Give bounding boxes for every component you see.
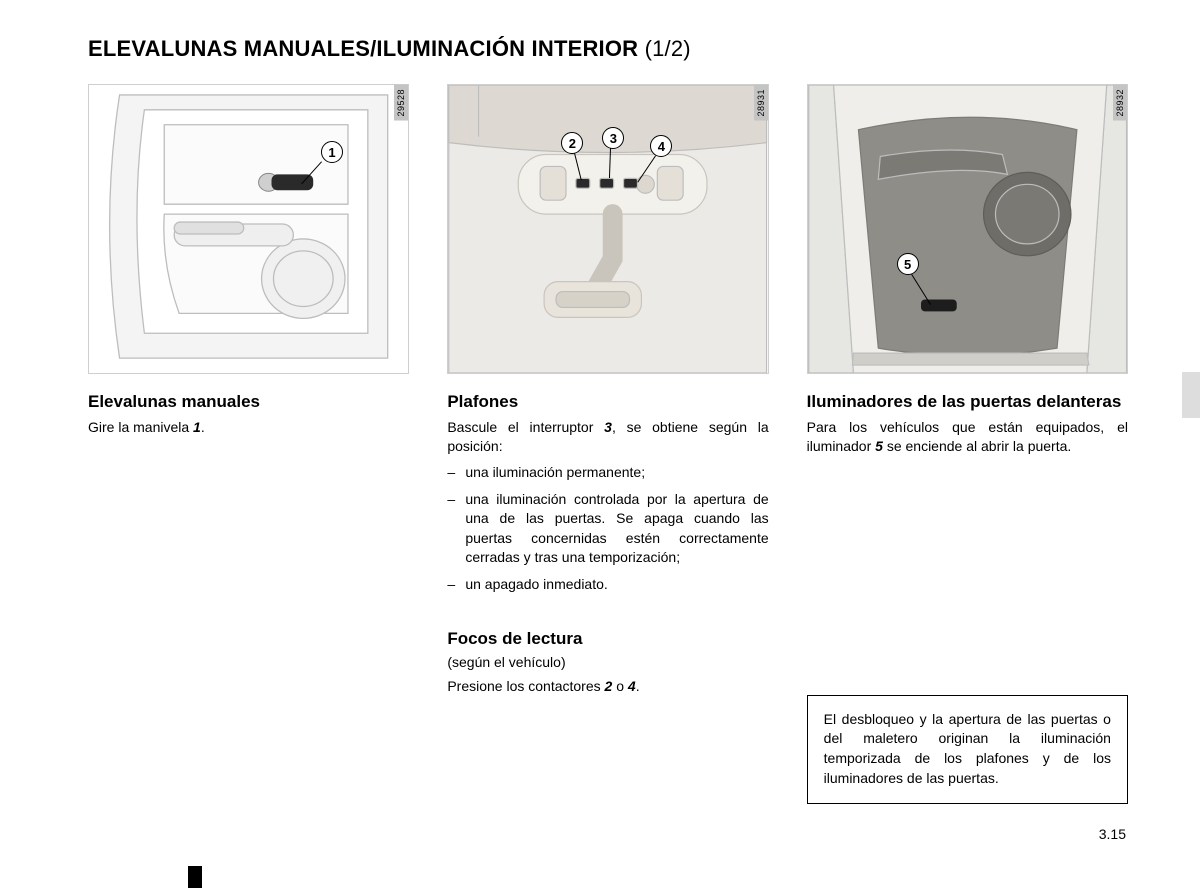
list-item: una iluminación permanente;: [447, 463, 768, 482]
text-elevalunas: Gire la manivela 1.: [88, 418, 409, 437]
callout-2: 2: [561, 132, 583, 154]
figure-door-light: 28932: [807, 84, 1128, 374]
callout-4: 4: [650, 135, 672, 157]
callout-circle: 3: [602, 127, 624, 149]
page-number: 3.15: [1099, 826, 1126, 842]
callout-5: 5: [897, 253, 919, 275]
text-paren: (según el vehículo): [447, 653, 768, 672]
manual-page: ELEVALUNAS MANUALES/ILUMINACIÓN INTERIOR…: [0, 0, 1200, 804]
edge-tab: [1182, 372, 1200, 418]
list-item: una iluminación controlada por la apertu…: [447, 490, 768, 567]
plafones-list: una iluminación permanente; una iluminac…: [447, 463, 768, 603]
column-3: 28932: [807, 84, 1128, 804]
door-panel-illustration: [89, 85, 408, 373]
text-focos: Presione los contactores 2 o 4.: [447, 677, 768, 696]
page-title: ELEVALUNAS MANUALES/ILUMINACIÓN INTERIOR…: [88, 36, 1128, 62]
callout-circle: 1: [321, 141, 343, 163]
columns: 29528: [88, 84, 1128, 804]
heading-focos: Focos de lectura: [447, 629, 768, 649]
figure-tag: 28931: [754, 85, 768, 121]
column-1: 29528: [88, 84, 409, 804]
thumb-index-mark: [188, 866, 202, 888]
figure-door-crank: 29528: [88, 84, 409, 374]
text-plafones-intro: Bascule el interruptor 3, se obtiene seg…: [447, 418, 768, 457]
note-box: El desbloqueo y la apertura de las puert…: [807, 695, 1128, 805]
callout-circle: 2: [561, 132, 583, 154]
callout-3: 3: [602, 127, 624, 149]
heading-iluminadores: Iluminadores de las puertas delanteras: [807, 392, 1128, 412]
text-iluminadores: Para los vehículos que están equipados, …: [807, 418, 1128, 457]
callout-1: 1: [321, 141, 343, 163]
title-suffix: (1/2): [638, 36, 691, 61]
column-2: 28931: [447, 84, 768, 804]
heading-elevalunas: Elevalunas manuales: [88, 392, 409, 412]
heading-plafones: Plafones: [447, 392, 768, 412]
figure-tag: 29528: [394, 85, 408, 121]
callout-circle: 4: [650, 135, 672, 157]
figure-dome-light: 28931: [447, 84, 768, 374]
title-main: ELEVALUNAS MANUALES/ILUMINACIÓN INTERIOR: [88, 36, 638, 61]
callout-circle: 5: [897, 253, 919, 275]
list-item: un apagado inmediato.: [447, 575, 768, 594]
door-light-illustration: [808, 85, 1127, 373]
figure-tag: 28932: [1113, 85, 1127, 121]
